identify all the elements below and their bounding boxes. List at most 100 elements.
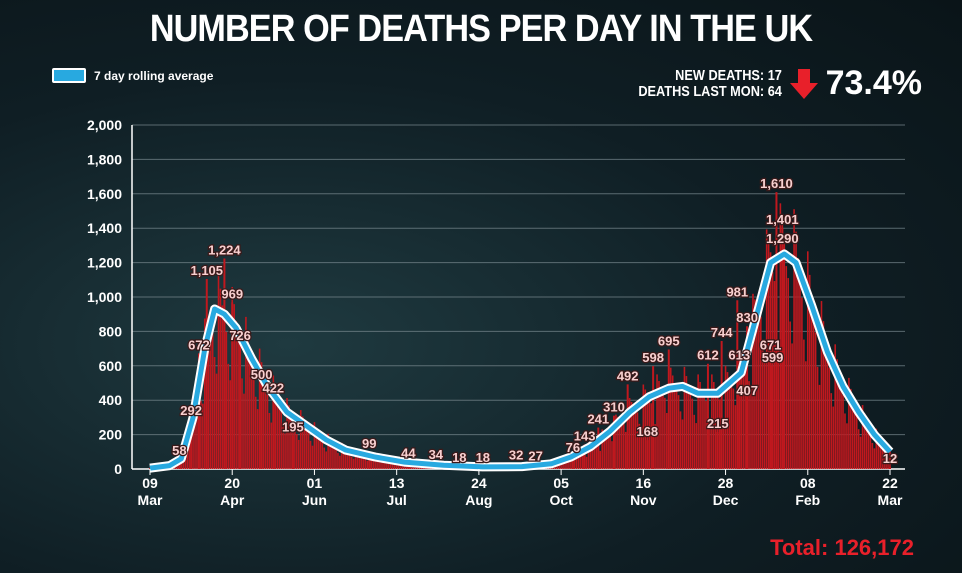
daily-bar (681, 419, 684, 469)
daily-bar (740, 358, 743, 469)
daily-bar (883, 447, 885, 469)
daily-bar (276, 395, 279, 469)
daily-bar (650, 403, 652, 469)
daily-bar (750, 389, 752, 469)
daily-bar (219, 288, 222, 469)
daily-bar (388, 459, 390, 469)
x-tick-month: Apr (220, 492, 245, 508)
daily-bar (863, 413, 866, 469)
daily-bar (229, 380, 232, 469)
daily-bar (268, 413, 271, 469)
daily-bar (857, 429, 860, 469)
daily-bar (599, 450, 602, 469)
data-label: 292 (180, 403, 202, 418)
daily-bar (362, 455, 365, 469)
daily-bar (801, 297, 803, 469)
daily-bar (836, 359, 838, 469)
daily-bar (660, 387, 662, 469)
daily-bar (693, 414, 696, 469)
daily-bar (225, 331, 228, 469)
y-tick-label: 1,000 (87, 289, 122, 305)
daily-bar (233, 304, 235, 469)
daily-bar (209, 332, 212, 469)
daily-bar (816, 366, 819, 469)
daily-bar (577, 452, 580, 469)
daily-bar (356, 450, 359, 469)
daily-bar (221, 305, 224, 469)
daily-bar (331, 441, 333, 469)
daily-bar (840, 386, 842, 469)
daily-bar (364, 458, 367, 469)
daily-bar (278, 405, 281, 469)
daily-bar (677, 395, 680, 469)
daily-bar (581, 452, 584, 469)
data-label: 695 (658, 333, 680, 348)
daily-bar (319, 437, 322, 469)
x-tick-month: Dec (713, 492, 739, 508)
x-tick-month: Mar (138, 492, 163, 508)
daily-bar (254, 396, 257, 469)
data-label: 422 (262, 380, 284, 395)
daily-bar (683, 366, 686, 469)
daily-bar (859, 436, 862, 469)
y-tick-label: 1,400 (87, 220, 122, 236)
x-tick-day: 22 (882, 475, 898, 491)
daily-bar (615, 414, 617, 469)
daily-bar (235, 320, 237, 469)
legend-label: 7 day rolling average (94, 68, 214, 83)
stats-panel: NEW DEATHS: 17 DEATHS LAST MON: 64 73.4% (613, 64, 922, 103)
daily-bar (609, 434, 611, 469)
daily-bar (732, 388, 735, 469)
y-tick-label: 1,200 (87, 255, 122, 271)
daily-bar (215, 373, 218, 469)
data-label: 672 (188, 337, 210, 352)
data-label: 1,224 (208, 242, 241, 257)
y-tick-label: 1,800 (87, 151, 122, 167)
daily-bar (243, 393, 245, 469)
daily-bar (848, 377, 850, 469)
daily-bar (697, 374, 699, 469)
daily-bar (315, 427, 318, 469)
daily-bar (333, 445, 335, 469)
daily-bar (354, 448, 357, 469)
daily-bar (194, 402, 196, 469)
data-label: 18 (452, 450, 466, 465)
daily-bar (307, 431, 310, 469)
daily-bar (593, 444, 596, 469)
daily-bar (832, 406, 835, 469)
daily-bar (630, 401, 633, 469)
y-tick-label: 200 (99, 427, 123, 443)
daily-bar (605, 432, 607, 469)
change-percent: 73.4% (825, 64, 922, 102)
daily-bar (658, 380, 660, 469)
daily-bar (824, 340, 827, 469)
daily-bar (337, 452, 339, 469)
data-label: 27 (528, 448, 542, 463)
daily-bar (303, 422, 306, 469)
daily-bar (370, 454, 373, 469)
daily-bar (587, 442, 590, 469)
daily-bar (327, 433, 329, 469)
daily-bar (262, 375, 265, 469)
daily-bar (317, 432, 320, 469)
daily-bar (380, 462, 382, 469)
daily-bar (378, 461, 380, 469)
daily-bar (204, 318, 206, 469)
x-tick-month: Jul (387, 492, 407, 508)
daily-bar (313, 422, 316, 469)
data-label: 726 (229, 328, 251, 343)
data-label: 195 (282, 419, 304, 434)
daily-bar (752, 293, 754, 469)
daily-bar (192, 409, 194, 469)
daily-bar (877, 434, 880, 469)
daily-bar (348, 452, 351, 469)
daily-bar (881, 444, 883, 469)
daily-bar (376, 458, 378, 469)
daily-bar (724, 365, 727, 469)
daily-bar (754, 299, 756, 469)
daily-bar (297, 439, 300, 469)
data-label: 18 (476, 450, 490, 465)
daily-bar (311, 445, 314, 469)
daily-bar (591, 443, 594, 469)
daily-bar (756, 306, 758, 469)
